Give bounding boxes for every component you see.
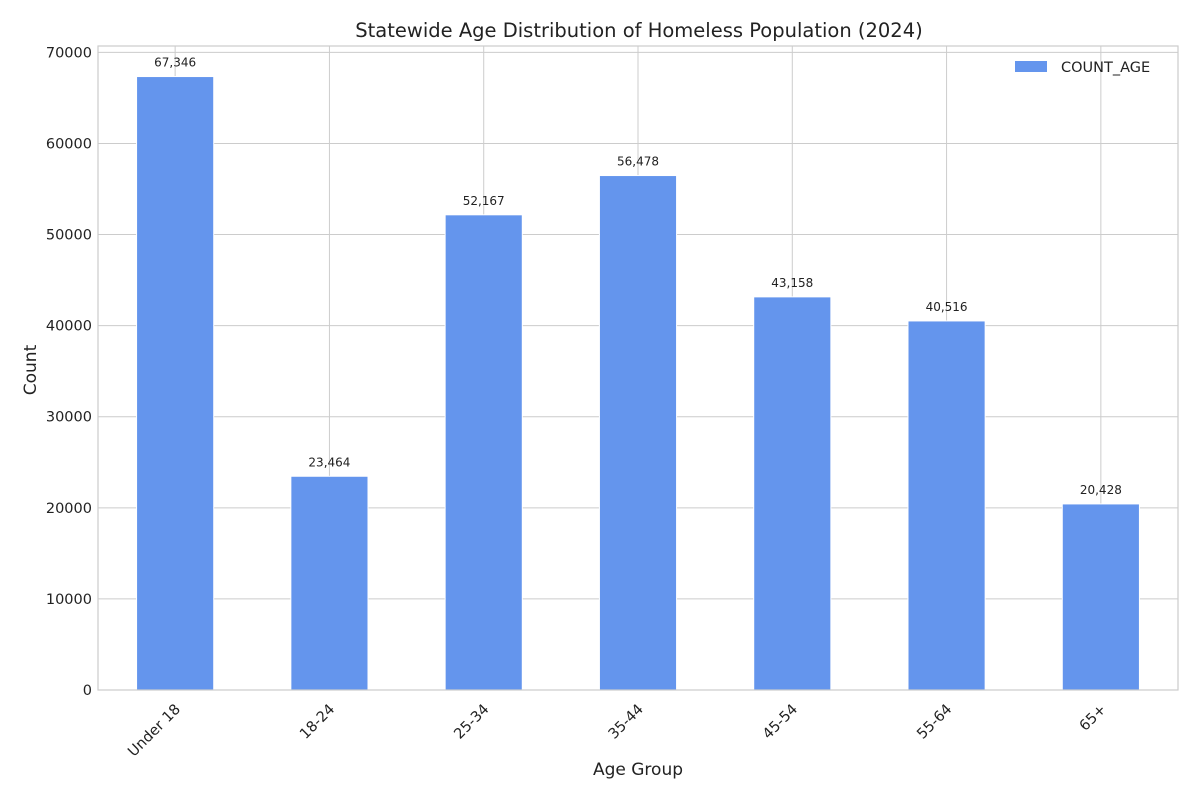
y-tick-label: 50000 [46,228,92,244]
legend-label: COUNT_AGE [1061,60,1150,76]
bar [598,175,678,691]
y-axis-ticks: 0 10000 20000 30000 40000 50000 60000 70000 [46,45,92,699]
bar-value-label: 40,516 [926,300,968,314]
bar-value-label: 67,346 [154,56,196,70]
bar [444,214,523,691]
x-tick-label: Under 18 [125,702,184,761]
bar-value-label: 43,158 [771,276,813,290]
bar-value-label: 20,428 [1080,483,1122,497]
y-tick-label: 30000 [46,410,92,426]
bar [136,76,215,691]
plot-frame [97,45,1179,691]
bar [753,296,832,691]
bar-value-label: 23,464 [308,455,350,469]
x-tick-label: 65+ [1077,702,1110,735]
legend-swatch [1015,61,1047,72]
x-tick-label: 45-54 [760,702,801,743]
y-tick-label: 70000 [46,45,92,61]
bar [1061,503,1140,691]
y-tick-label: 60000 [46,136,92,152]
chart-title: Statewide Age Distribution of Homeless P… [355,19,922,42]
x-axis-label: Age Group [593,760,683,780]
y-tick-label: 40000 [46,319,92,335]
x-tick-label: 35-44 [606,702,647,743]
bar [907,320,986,691]
data-labels: 67,346 23,464 52,167 56,478 43,158 40,516 20,4… [154,56,1122,497]
bar-series [136,76,1140,691]
y-tick-label: 0 [83,683,92,699]
x-tick-label: 25-34 [451,702,492,743]
bar-value-label: 56,478 [617,155,659,169]
x-tick-label: 18-24 [297,702,338,743]
y-tick-label: 10000 [46,592,92,608]
y-tick-label: 20000 [46,501,92,517]
bar-value-label: 52,167 [463,194,505,208]
legend: COUNT_AGE [1015,60,1150,76]
bar [290,475,369,691]
y-axis-label: Count [21,344,41,395]
x-tick-label: 55-64 [914,702,955,743]
x-axis-ticks: Under 18 18-24 25-34 35-44 45-54 55-64 65+ [125,702,1109,761]
